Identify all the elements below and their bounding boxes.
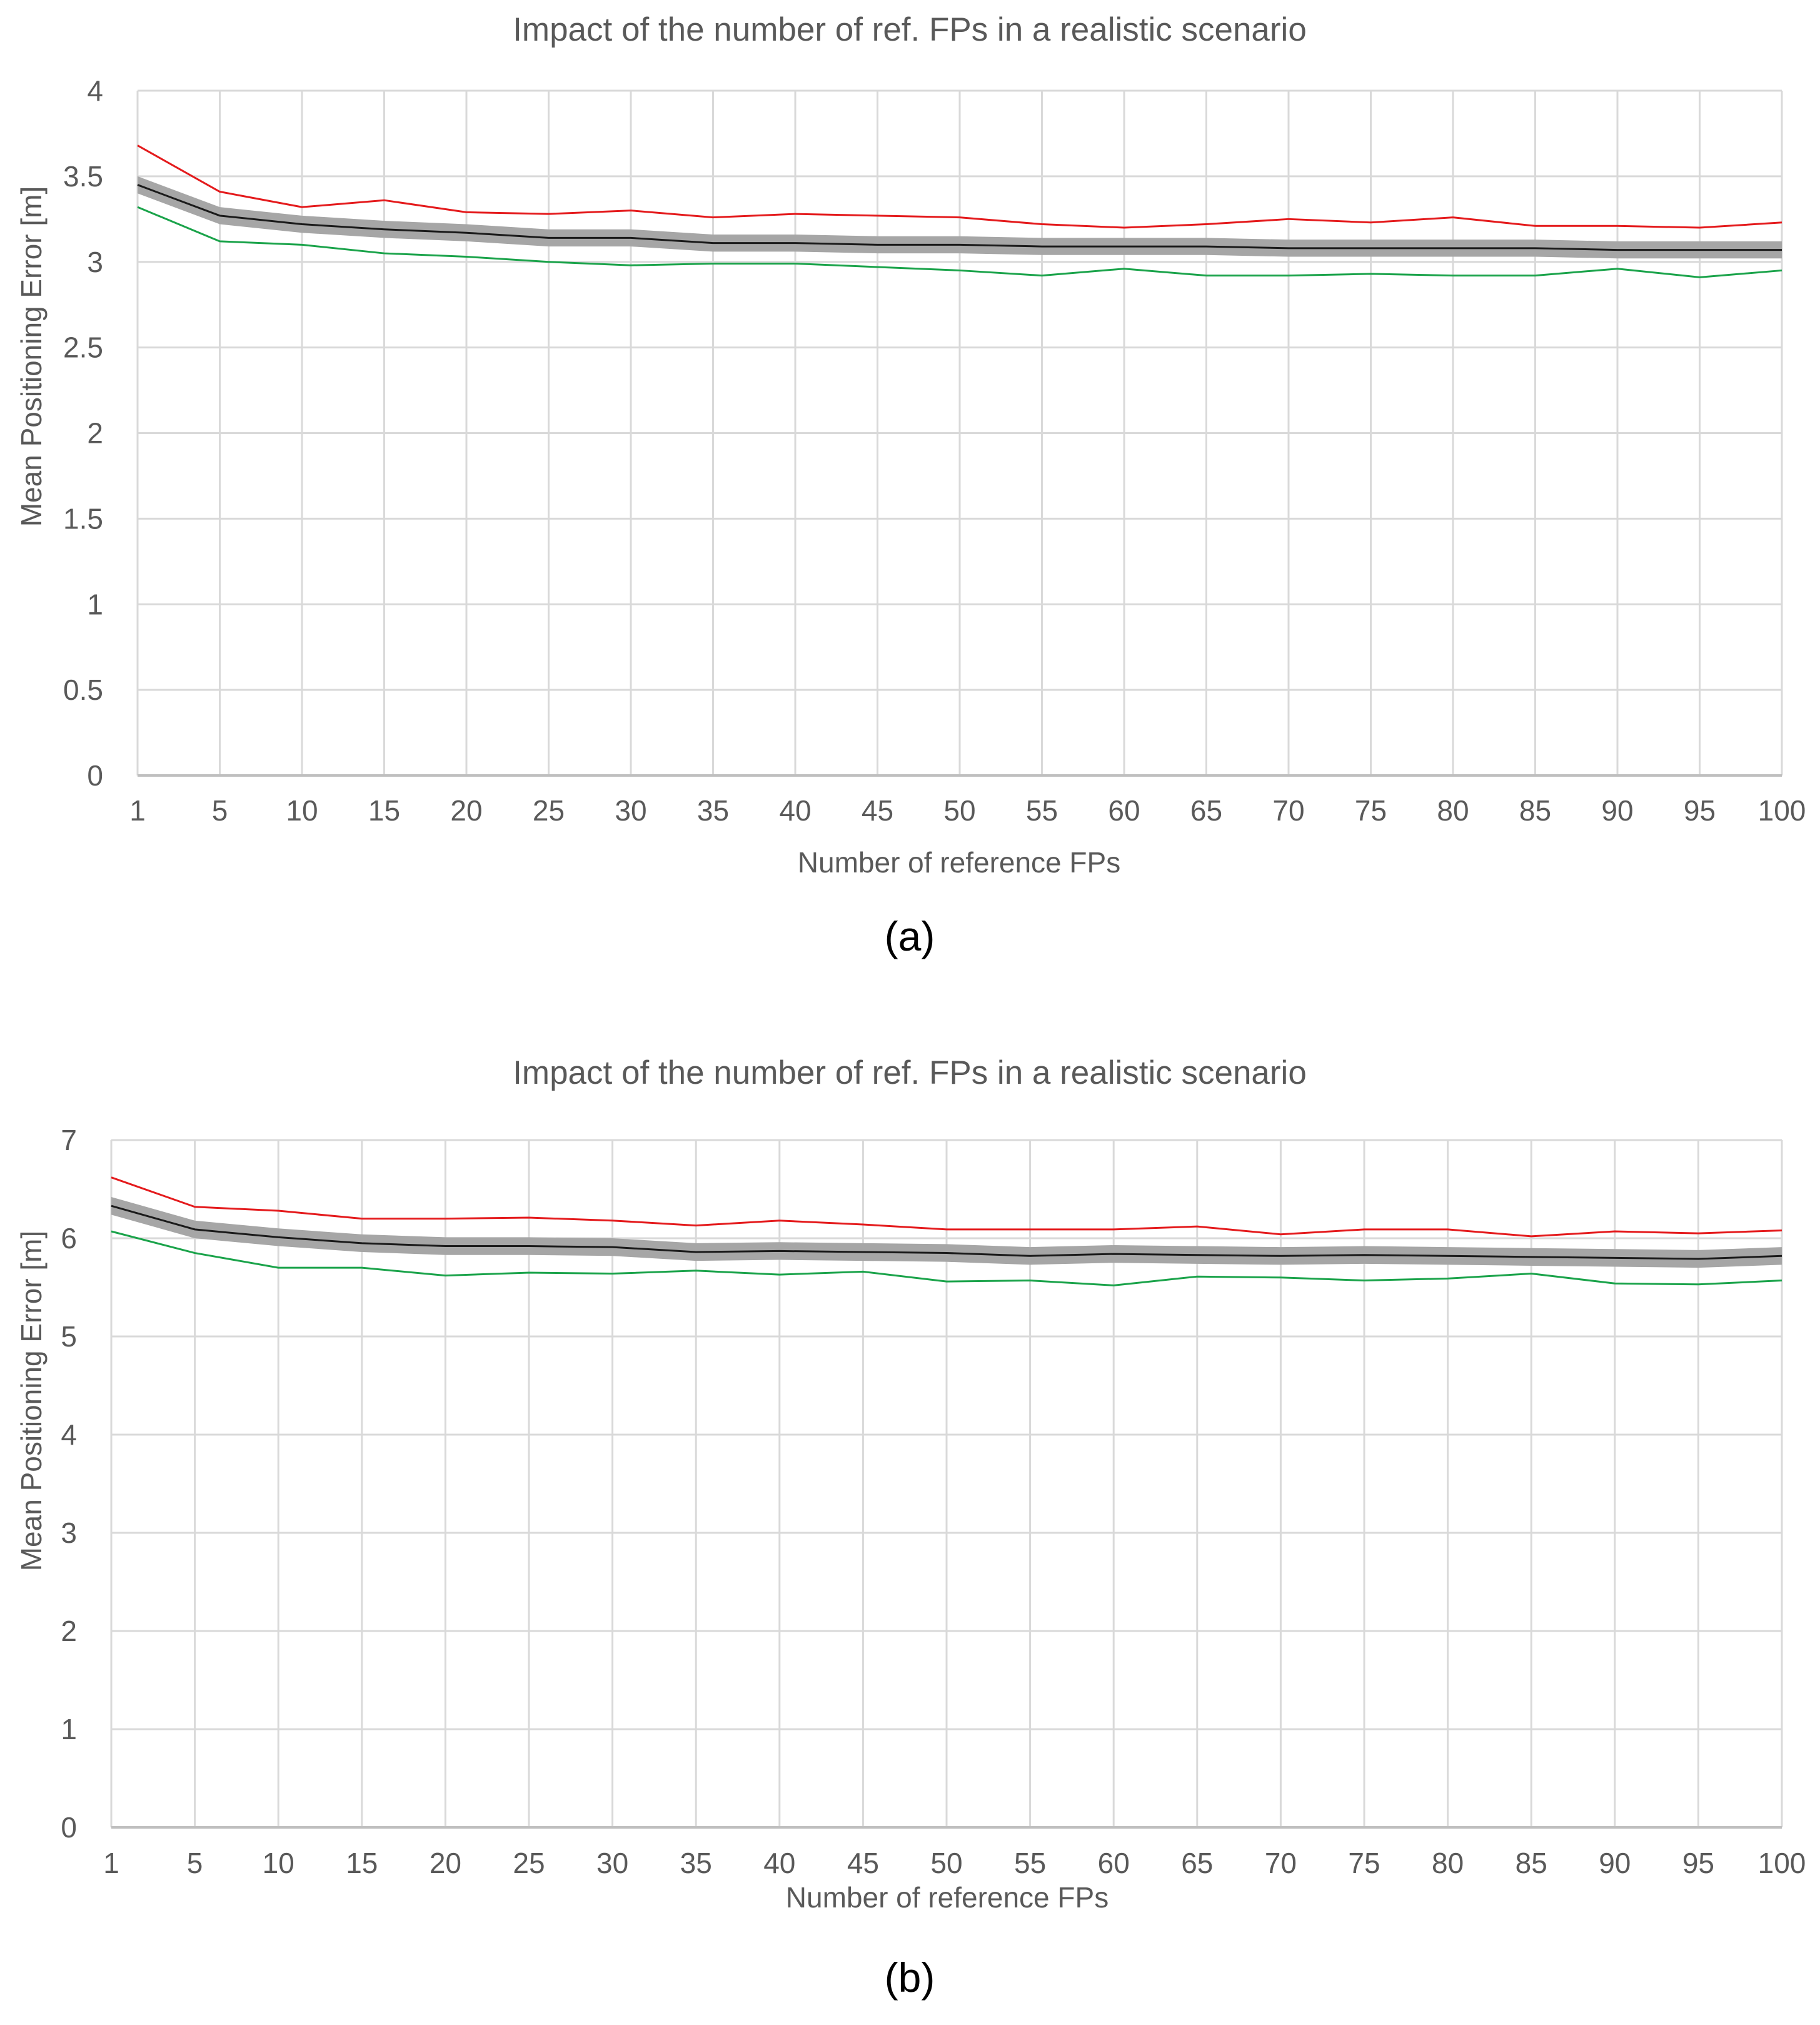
chart-a-series-max-line: [137, 144, 1782, 229]
chart-b-x-tick-label: 70: [1265, 1847, 1297, 1879]
chart-b-x-tick-label: 15: [346, 1847, 378, 1879]
chart-a-x-tick-label: 25: [533, 794, 565, 827]
chart-a-x-tick-label: 85: [1519, 794, 1551, 827]
chart-b-x-tick-label: 55: [1014, 1847, 1046, 1879]
chart-a-x-tick-label: 100: [1758, 794, 1806, 827]
chart-a-y-axis-label: Mean Positioning Error [m]: [15, 186, 48, 527]
chart-b-band: [111, 1197, 1782, 1268]
chart-b-x-tick-label: 60: [1098, 1847, 1130, 1879]
chart-a-caption: (a): [885, 913, 935, 959]
chart-b-title: Impact of the number of ref. FPs in a re…: [513, 1054, 1307, 1091]
chart-a-series-layer: [137, 144, 1782, 278]
chart-b-y-axis-label: Mean Positioning Error [m]: [15, 1231, 48, 1572]
chart-b-x-tick-label: 1: [103, 1847, 119, 1879]
chart-b-x-tick-label: 20: [430, 1847, 461, 1879]
chart-b-y-tick-label: 5: [61, 1320, 77, 1353]
chart-a-x-tick-label: 95: [1684, 794, 1716, 827]
chart-a-x-tick-label: 40: [779, 794, 811, 827]
chart-a-x-tick-label: 65: [1190, 794, 1222, 827]
chart-a-x-tick-label: 5: [212, 794, 228, 827]
chart-a-x-tick-label: 70: [1272, 794, 1304, 827]
chart-b-series-layer: [111, 1176, 1782, 1286]
chart-b-x-tick-label: 90: [1599, 1847, 1631, 1879]
chart-b-y-tick-label: 6: [61, 1222, 77, 1255]
chart-b-x-tick-label: 80: [1432, 1847, 1464, 1879]
chart-a-x-tick-label: 55: [1026, 794, 1058, 827]
chart-b-x-tick-label: 5: [187, 1847, 203, 1879]
chart-a-y-tick-label: 2: [87, 417, 103, 450]
chart-b-x-tick-label: 35: [680, 1847, 712, 1879]
chart-a-y-tick-label: 1.5: [63, 502, 103, 535]
chart-b-x-tick-label: 40: [763, 1847, 795, 1879]
chart-a-y-tick-label: 2.5: [63, 331, 103, 364]
chart-b-y-tick-label: 7: [61, 1124, 77, 1156]
chart-b-y-tick-label: 4: [61, 1418, 77, 1451]
chart-b-band-layer: [111, 1197, 1782, 1268]
chart-a-x-tick-label: 15: [368, 794, 400, 827]
chart-a-series-mean-line: [137, 184, 1782, 251]
chart-a-x-tick-label: 60: [1108, 794, 1140, 827]
chart-a-y-tick-label: 0: [87, 759, 103, 792]
chart-b-x-tick-label: 10: [263, 1847, 294, 1879]
chart-a-x-tick-label: 75: [1355, 794, 1387, 827]
chart-a-x-tick-label: 1: [129, 794, 146, 827]
chart-b-y-tick-label: 3: [61, 1517, 77, 1549]
chart-a-x-tick-label: 50: [943, 794, 975, 827]
chart-b-y-tick-label: 0: [61, 1811, 77, 1844]
chart-b-series-min-line: [111, 1230, 1782, 1286]
chart-b-x-tick-label: 85: [1516, 1847, 1547, 1879]
chart-b-x-axis-label: Number of reference FPs: [786, 1881, 1109, 1914]
chart-b-series-max-line: [111, 1176, 1782, 1238]
chart-b-ticks: 1 5 10 15 20 25 30 35 40 45 50 55 60 65 70 75 80 85 90 95 10…: [61, 1124, 1806, 1879]
chart-b-x-tick-label: 25: [513, 1847, 545, 1879]
chart-a-x-tick-label: 45: [862, 794, 893, 827]
chart-a-title: Impact of the number of ref. FPs in a re…: [513, 11, 1307, 48]
chart-b-x-tick-label: 50: [930, 1847, 962, 1879]
chart-a: Impact of the number of ref. FPs in a re…: [15, 11, 1806, 959]
chart-b-x-tick-label: 95: [1682, 1847, 1714, 1879]
chart-b-caption: (b): [885, 1954, 935, 2001]
chart-b-x-tick-label: 65: [1181, 1847, 1213, 1879]
chart-a-x-tick-label: 80: [1437, 794, 1469, 827]
chart-b-y-tick-label: 1: [61, 1713, 77, 1745]
chart-a-x-tick-label: 90: [1601, 794, 1633, 827]
chart-a-x-axis-label: Number of reference FPs: [798, 846, 1120, 879]
chart-b-x-tick-label: 45: [847, 1847, 879, 1879]
chart-a-y-tick-label: 0.5: [63, 674, 103, 706]
chart-b-x-tick-label: 100: [1758, 1847, 1806, 1879]
chart-a-ticks: 1 5 10 15 20 25 30 35 40 45 50 55 60 65 70 75 80 85 90 95 10…: [63, 74, 1806, 827]
chart-a-x-tick-label: 35: [697, 794, 729, 827]
chart-a-y-tick-label: 4: [87, 74, 103, 107]
chart-b-series-mean-line: [111, 1204, 1782, 1260]
chart-b-x-tick-label: 75: [1348, 1847, 1380, 1879]
chart-a-y-tick-label: 3.5: [63, 160, 103, 193]
chart-b-y-tick-label: 2: [61, 1615, 77, 1647]
chart-a-x-tick-label: 10: [286, 794, 318, 827]
chart-a-y-tick-label: 1: [87, 588, 103, 620]
chart-a-y-tick-label: 3: [87, 246, 103, 278]
chart-a-x-tick-label: 20: [450, 794, 482, 827]
chart-a-series-min-line: [137, 206, 1782, 278]
chart-a-x-tick-label: 30: [615, 794, 646, 827]
chart-b: Impact of the number of ref. FPs in a re…: [15, 1054, 1806, 2001]
chart-b-x-tick-label: 30: [596, 1847, 628, 1879]
chart-a-gridlines: [136, 89, 1783, 777]
